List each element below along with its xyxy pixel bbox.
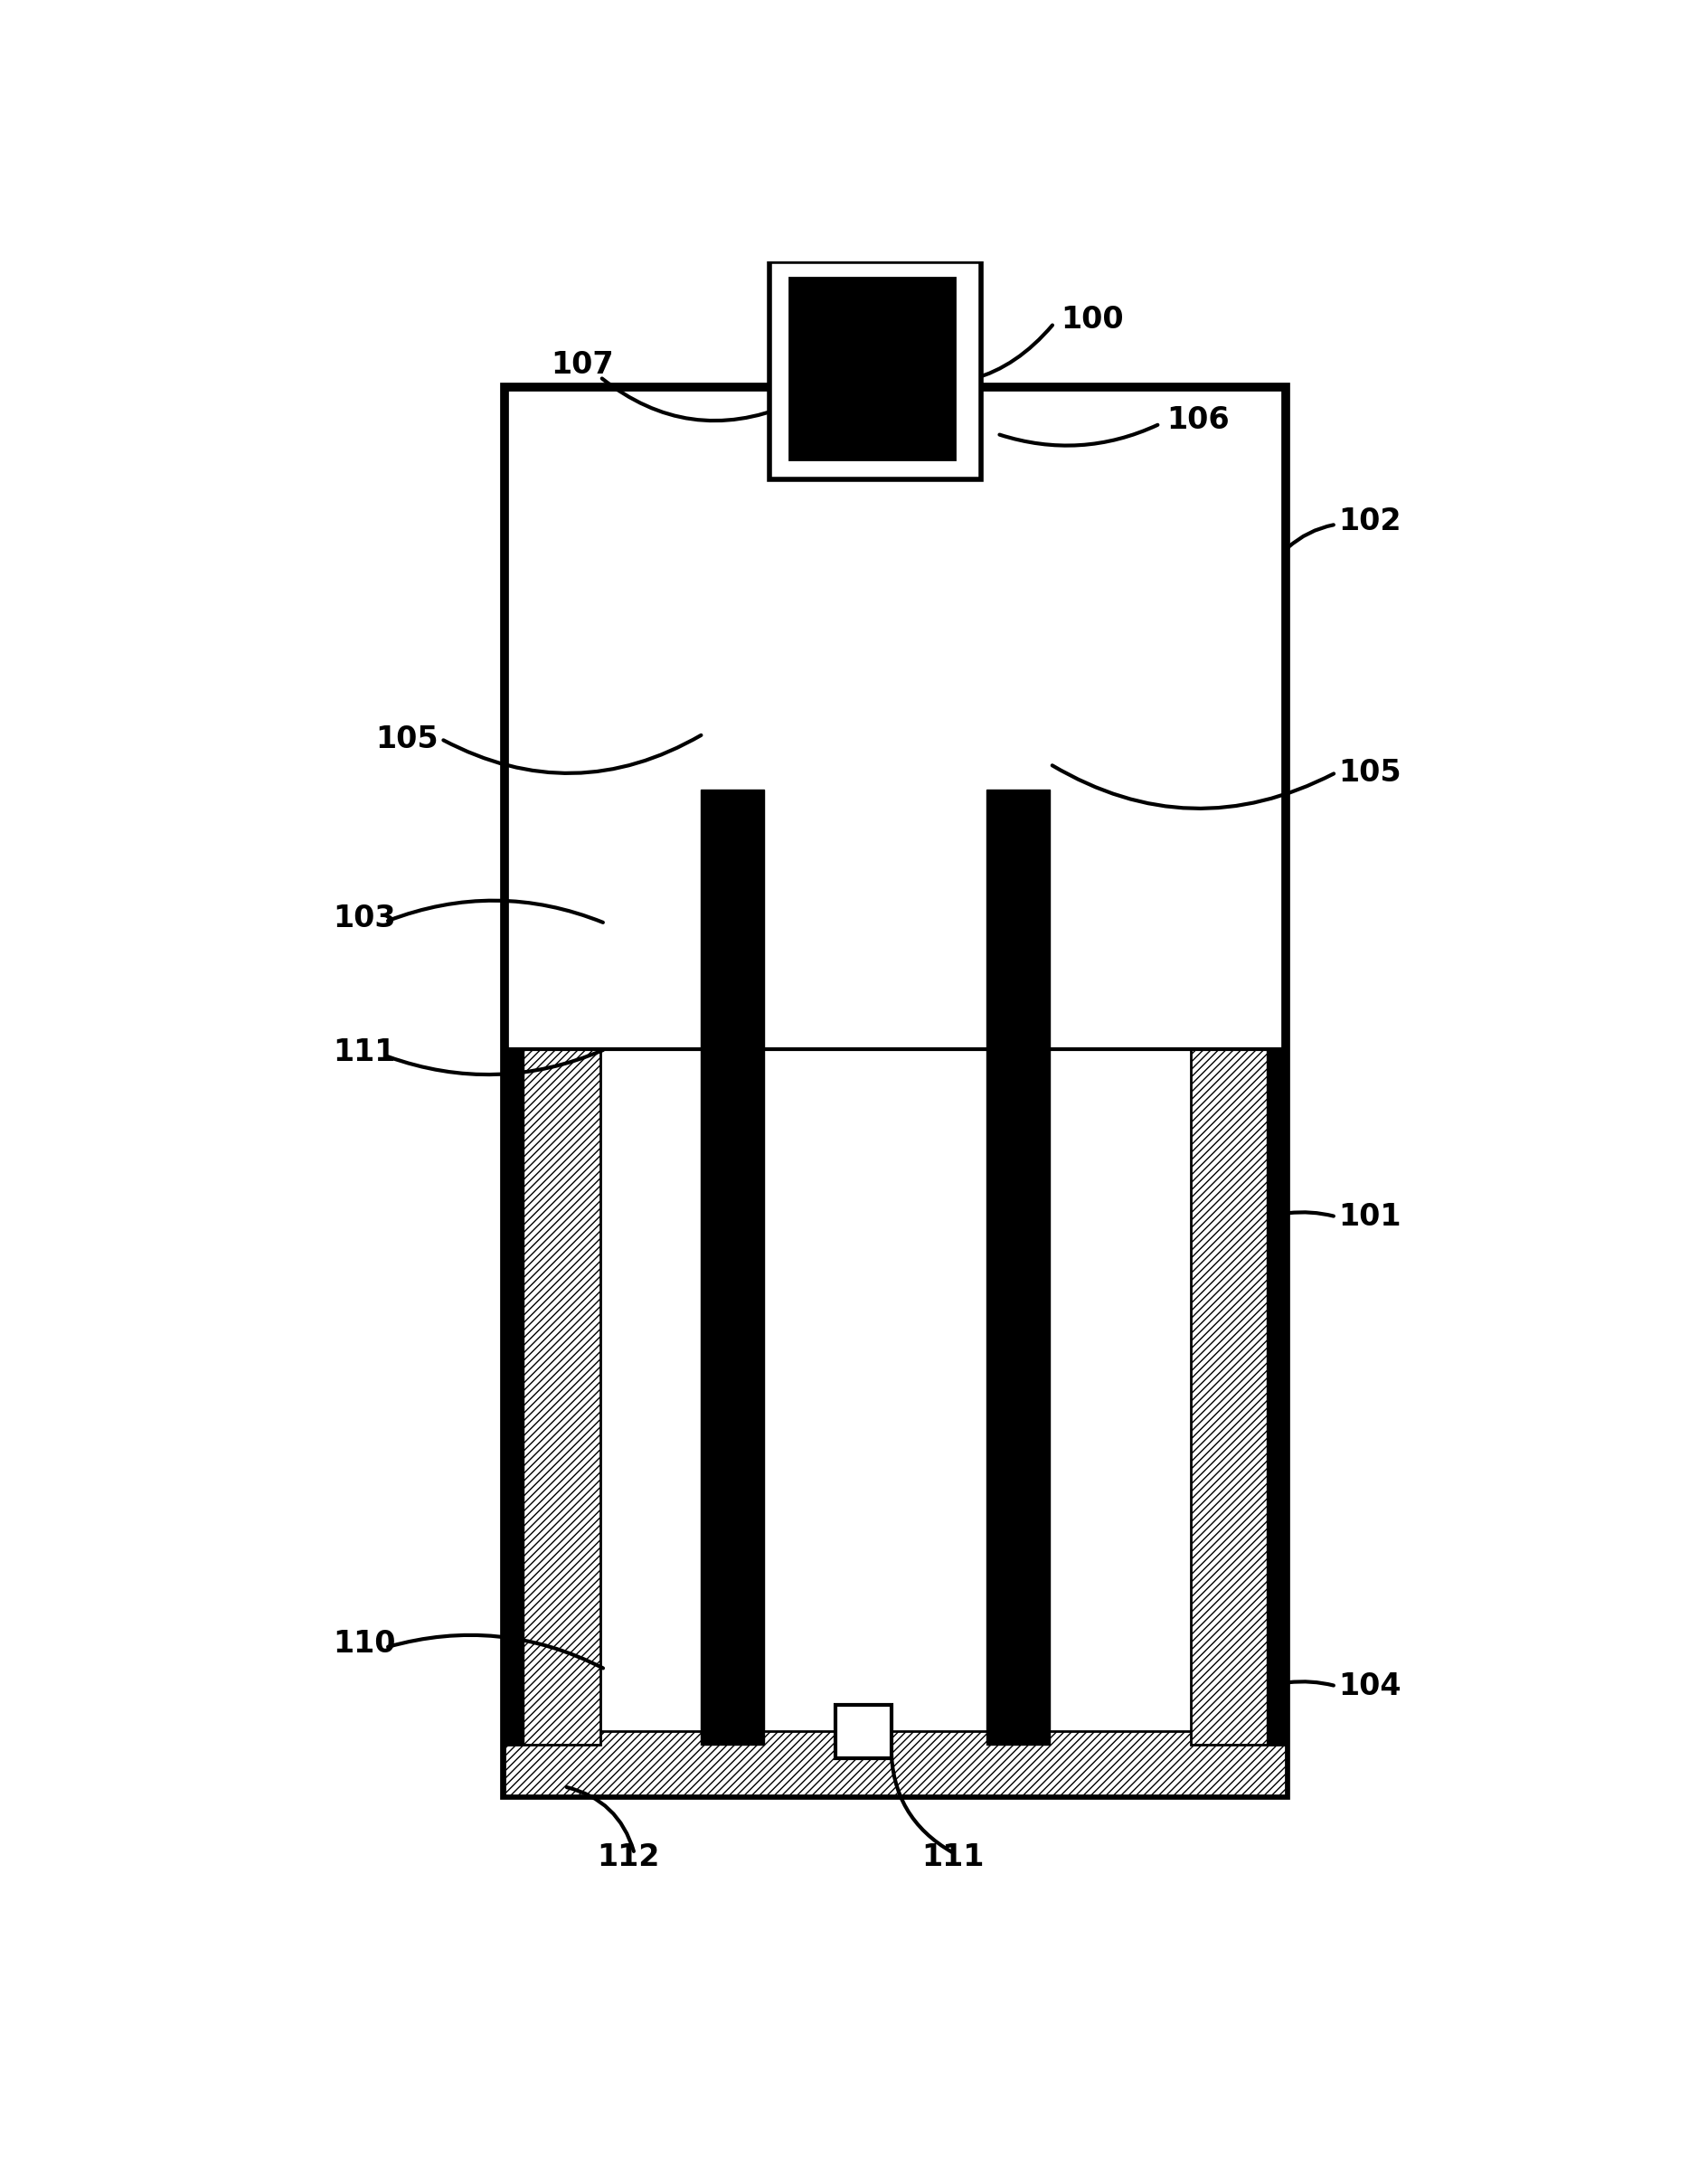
Text: 103: 103 — [333, 903, 396, 934]
Bar — [789, 279, 955, 459]
Text: 112: 112 — [598, 1842, 659, 1872]
Bar — [700, 790, 763, 1744]
Text: 105: 105 — [376, 725, 439, 753]
Text: 111: 111 — [922, 1842, 984, 1872]
Bar — [987, 790, 1050, 1744]
Bar — [506, 388, 1286, 1796]
Bar — [1267, 1049, 1286, 1744]
Bar — [769, 261, 982, 479]
Text: 106: 106 — [1167, 405, 1230, 435]
Bar — [506, 1049, 523, 1744]
Text: 101: 101 — [1339, 1202, 1402, 1232]
Bar — [506, 1049, 600, 1744]
Text: 111: 111 — [333, 1038, 395, 1067]
Bar — [835, 1705, 892, 1759]
Text: 105: 105 — [1339, 758, 1402, 788]
Text: 100: 100 — [1061, 305, 1124, 335]
Text: 104: 104 — [1339, 1672, 1402, 1700]
Bar — [506, 1731, 1286, 1796]
Text: 102: 102 — [1339, 505, 1402, 536]
Bar — [1190, 1049, 1286, 1744]
Text: 107: 107 — [552, 350, 613, 381]
Text: 110: 110 — [333, 1628, 396, 1659]
